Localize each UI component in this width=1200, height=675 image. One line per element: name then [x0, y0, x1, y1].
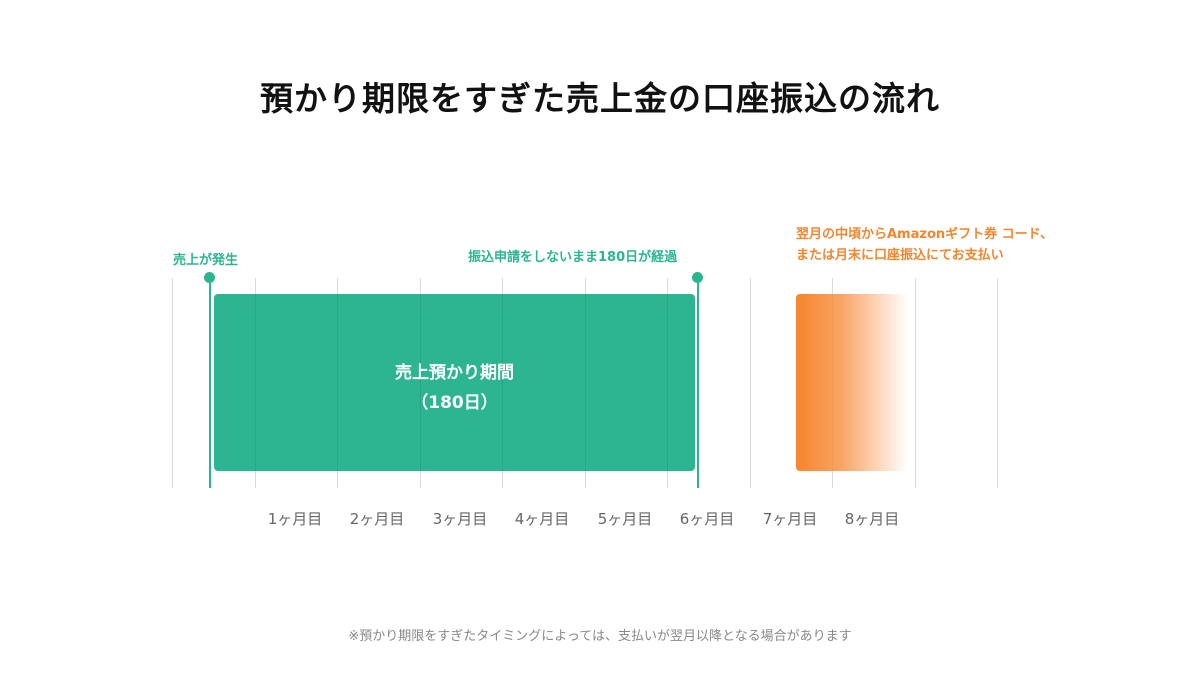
- month-label: 5ヶ月目: [597, 510, 653, 528]
- month-label: 1ヶ月目: [267, 510, 323, 528]
- end-marker-label: 振込申請をしないまま180日が経過: [468, 250, 678, 265]
- month-label: 8ヶ月目: [844, 510, 900, 528]
- holding-period-label: 売上預かり期間: [395, 363, 514, 383]
- grid-line: [255, 294, 256, 471]
- payout-block: [796, 294, 908, 471]
- month-label: 6ヶ月目: [679, 510, 735, 528]
- holding-period-block: 売上預かり期間 （180日）: [214, 294, 695, 471]
- end-marker-dot: [692, 272, 703, 283]
- holding-period-duration: （180日）: [411, 393, 498, 413]
- grid-line: [585, 294, 586, 471]
- month-label: 7ヶ月目: [762, 510, 818, 528]
- grid-line: [337, 294, 338, 471]
- end-marker-line: [697, 278, 699, 488]
- grid-line: [420, 294, 421, 471]
- month-label: 4ヶ月目: [514, 510, 570, 528]
- grid-line: [997, 278, 998, 488]
- payout-label-line2: または月末に口座振込にてお支払い: [796, 248, 1004, 263]
- grid-line: [172, 278, 173, 488]
- footnote: ※預かり期限をすぎたタイミングによっては、支払いが翌月以降となる場合があります: [348, 629, 852, 644]
- grid-line: [915, 278, 916, 488]
- grid-line: [502, 294, 503, 471]
- start-marker-dot: [204, 272, 215, 283]
- start-marker-line: [209, 278, 211, 488]
- month-label: 2ヶ月目: [349, 510, 405, 528]
- page-title: 預かり期限をすぎた売上金の口座振込の流れ: [260, 79, 940, 118]
- grid-line: [750, 278, 751, 488]
- month-label: 3ヶ月目: [432, 510, 488, 528]
- payout-label-line1: 翌月の中頃からAmazonギフト券 コード、: [796, 227, 1054, 242]
- payout-label: 翌月の中頃からAmazonギフト券 コード、 または月末に口座振込にてお支払い: [796, 224, 1053, 266]
- start-marker-label: 売上が発生: [173, 253, 239, 268]
- grid-line: [667, 294, 668, 471]
